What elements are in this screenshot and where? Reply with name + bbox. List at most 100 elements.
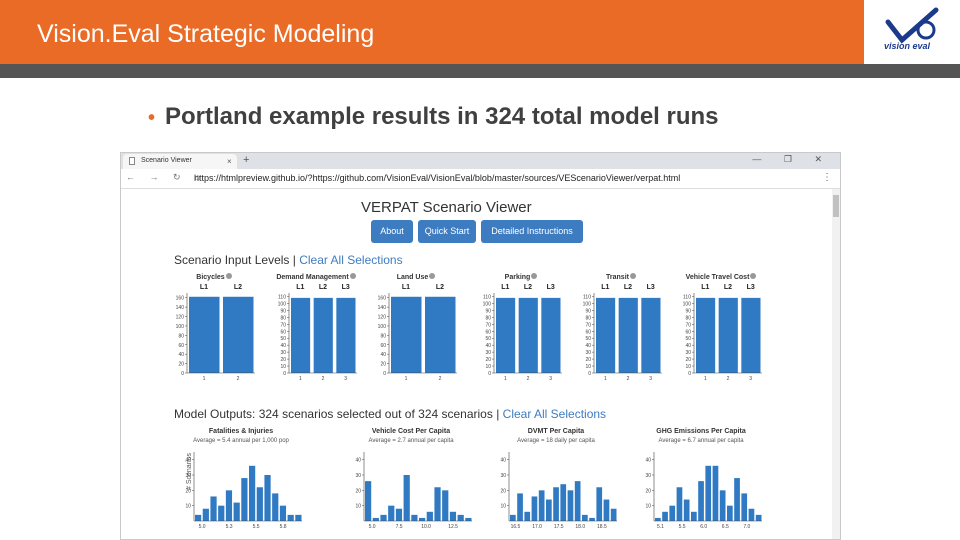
y-tick-label: 20 [645,488,651,494]
bar [372,517,379,521]
bar [524,511,531,521]
bar [391,296,422,373]
y-tick-label: 120 [176,315,185,321]
window-controls[interactable]: — ❐ ✕ [752,154,832,164]
info-icon[interactable] [349,273,356,279]
bar [264,475,271,521]
browser-tab[interactable]: Scenario Viewer × [123,154,237,169]
chart-fatalities-injuries[interactable]: Fatalities & Injuries Average = 5.4 annua… [176,428,306,533]
y-tick-label: 90 [280,308,286,314]
y-tick-label: 0 [383,371,386,377]
bar [365,481,372,521]
info-icon[interactable] [531,273,538,279]
chart-demand-management[interactable]: Demand Management 110 100 90 80 70 60 50 40 30 20 1… [271,273,361,383]
chart-vehicle-travel-cost[interactable]: Vehicle Travel Cost 110 100 90 80 70 60 50 40 30 2… [676,273,766,383]
info-icon[interactable] [629,273,636,279]
bar [434,487,441,521]
x-tick-label: 10.0 [421,524,431,530]
about-button[interactable]: About [371,220,413,243]
chart-parking[interactable]: Parking 110 100 90 80 70 60 50 40 30 20 10 0 L1 L2 L3 1 2… [476,273,566,383]
bar [510,514,516,521]
bar [727,505,733,521]
bar [755,514,762,521]
chart-vehicle-cost-per-capita[interactable]: Vehicle Cost Per Capita Average = 2.7 ann… [346,428,476,533]
level-label: L3 [647,284,655,291]
bar [279,505,287,521]
y-tick-label: 20 [355,488,361,494]
separator: | [289,253,300,267]
menu-icon[interactable]: ⋮ [822,172,832,183]
y-tick-label: 20 [500,488,506,494]
bar [741,493,748,521]
x-tick-label: 1 [504,376,507,382]
x-tick-label: 1 [203,376,206,382]
y-tick-label: 110 [583,294,591,300]
y-tick-label: 10 [585,364,591,370]
bar [210,496,217,521]
y-tick-label: 90 [685,308,691,314]
chart-title: Transit [576,273,666,281]
y-tick-label: 60 [585,329,591,335]
bar [189,296,220,373]
scrollbar[interactable] [832,189,840,539]
level-label: L1 [601,284,609,291]
quick-start-button[interactable]: Quick Start [418,220,476,243]
x-tick-label: 1 [704,376,707,382]
info-icon[interactable] [225,273,232,279]
y-tick-label: 30 [585,350,591,356]
y-tick-label: 100 [583,301,592,307]
y-tick-label: 70 [585,322,591,328]
bar [676,487,683,521]
chart-dvmt-per-capita[interactable]: DVMT Per Capita Average = 18 daily per ca… [491,428,621,533]
info-icon[interactable] [750,273,757,279]
y-tick-label: 10 [185,504,191,510]
y-tick-label: 20 [280,357,286,363]
bar [662,511,668,521]
bar [465,517,472,521]
x-tick-label: 2 [237,376,240,382]
y-tick-label: 30 [355,473,361,479]
bar [425,296,456,373]
chart-title: Fatalities & Injuries [208,428,274,435]
bar [272,493,279,521]
browser-window: Scenario Viewer × + — ❐ ✕ ← → ↻ ⌂ https:… [120,152,841,540]
bar [641,297,661,373]
tab-close-icon[interactable]: × [227,157,232,166]
x-tick-label: 1 [299,376,302,382]
detailed-instructions-button[interactable]: Detailed Instructions [481,220,583,243]
chart-land-use[interactable]: Land Use 160 140 120 100 80 60 40 20 0 L1 L2 1 2 [371,273,461,383]
y-tick-label: 0 [283,371,286,377]
bar [256,487,263,521]
clear-inputs-link[interactable]: Clear All Selections [299,253,403,267]
url-field[interactable]: https://htmlpreview.github.io/?https://g… [194,173,681,183]
bar [457,514,464,521]
chart-ghg-emissions-per-capita[interactable]: GHG Emissions Per Capita Average = 6.7 an… [636,428,766,533]
chart-average: Average = 6.7 annual per capita [658,438,744,444]
bar [655,517,661,521]
new-tab-button[interactable]: + [243,154,250,166]
y-tick-label: 160 [378,296,387,302]
chart-transit[interactable]: Transit 110 100 90 80 70 60 50 40 30 20 10 0 L1 L2 L3 1 2… [576,273,666,383]
scrollbar-thumb[interactable] [833,195,839,217]
y-tick-label: 10 [485,364,491,370]
bar [696,297,716,373]
bar [518,297,538,373]
logo [864,0,960,64]
level-label: L2 [524,284,532,291]
y-tick-label: 160 [176,296,185,302]
y-tick-label: 20 [585,357,591,363]
y-tick-label: 60 [280,329,286,335]
clear-outputs-link[interactable]: Clear All Selections [502,407,607,421]
y-tick-label: 30 [500,473,506,479]
x-tick-label: 7.5 [396,524,403,530]
bar [718,297,738,373]
chart-title: Vehicle Travel Cost [676,273,766,281]
nav-buttons[interactable]: ← → ↻ ⌂ [126,172,207,182]
bar [669,505,676,521]
y-tick-label: 100 [176,324,185,330]
chart-bicycles[interactable]: Bicycles 160 140 120 100 80 60 40 20 0 L1 L2 1 2 [169,273,259,383]
info-icon[interactable] [429,273,436,279]
bullet-dot-icon: • [148,107,156,129]
x-tick-label: 3 [649,376,652,382]
